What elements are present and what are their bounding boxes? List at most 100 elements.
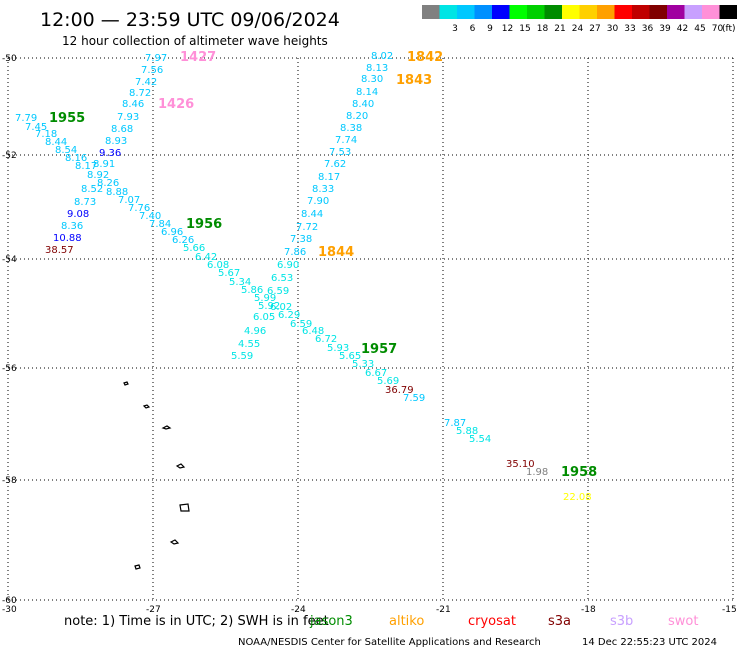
- swh-value: 5.69: [377, 376, 399, 387]
- pass-label-1842: 1842: [407, 50, 443, 65]
- swh-value: 7.79: [15, 113, 37, 124]
- color-swatch: [544, 5, 562, 19]
- swh-value: 8.38: [340, 123, 362, 134]
- swh-value: 7.86: [284, 247, 306, 258]
- swh-value: 7.59: [403, 393, 425, 404]
- color-scale-tick: 70: [712, 24, 724, 34]
- swh-value: 5.88: [456, 426, 478, 437]
- swh-value: 5.34: [229, 277, 251, 288]
- swh-value: 35.10: [506, 459, 535, 470]
- swh-value: 6.59: [267, 286, 289, 297]
- color-swatch: [439, 5, 457, 19]
- island-3: [161, 425, 172, 430]
- island-6: [169, 539, 180, 545]
- pass-label-1426: 1426: [158, 97, 194, 112]
- swh-value: 5.59: [231, 351, 253, 362]
- swh-value: 8.91: [93, 159, 115, 170]
- swh-value: 8.54: [55, 145, 77, 156]
- color-scale-tick: 42: [677, 24, 688, 34]
- color-swatch: [684, 5, 702, 19]
- pass-label-1956: 1956: [186, 217, 222, 232]
- swh-value: 5.66: [183, 243, 205, 254]
- swh-value: 5.33: [352, 359, 374, 370]
- swh-value: 36.79: [385, 385, 414, 396]
- color-scale-tick: 12: [502, 24, 513, 34]
- color-scale-tick: 9: [487, 24, 493, 34]
- swh-value: 9.36: [99, 148, 121, 159]
- color-scale-tick: 36: [642, 24, 654, 34]
- swh-value: 8.72: [129, 88, 151, 99]
- swh-value: 7.62: [324, 159, 346, 170]
- satellite-cryosat: cryosat: [468, 614, 516, 629]
- lat-label-58: -58: [2, 476, 17, 486]
- island-2: [142, 404, 151, 409]
- swh-value: 6.59: [290, 319, 312, 330]
- pass-label-1427: 1427: [180, 50, 216, 65]
- swh-value: 6.29: [278, 310, 300, 321]
- color-scale-tick: 6: [470, 24, 476, 34]
- pass-label-1957: 1957: [361, 342, 397, 357]
- island-chain: [123, 381, 190, 570]
- swh-value: 7.07: [118, 195, 140, 206]
- color-swatch: [422, 5, 440, 19]
- swh-value: 8.33: [312, 184, 334, 195]
- color-swatch: [719, 5, 737, 19]
- swh-value: 6.67: [365, 368, 387, 379]
- color-swatch: [667, 5, 685, 19]
- color-swatch: [579, 5, 597, 19]
- swh-value: 8.68: [111, 124, 133, 135]
- footnote: note: 1) Time is in UTC; 2) SWH is in fe…: [64, 614, 329, 629]
- swh-value: 10.88: [53, 233, 82, 244]
- color-scale-tick: 27: [589, 24, 600, 34]
- swh-value: 8.13: [366, 63, 388, 74]
- swh-value: 6.96: [161, 227, 183, 238]
- satellite-jason3: jason3: [309, 614, 353, 629]
- swh-value: 8.46: [122, 99, 144, 110]
- swh-value: 7.90: [307, 196, 329, 207]
- color-swatch: [597, 5, 615, 19]
- pass-label-1844: 1844: [318, 245, 354, 260]
- swh-value: 7.93: [117, 112, 139, 123]
- satellite-s3a: s3a: [548, 614, 571, 629]
- swh-value: 7.38: [290, 234, 312, 245]
- swh-value: 5.65: [339, 351, 361, 362]
- color-scale-tick: 24: [572, 24, 584, 34]
- swh-value: 5.92: [258, 301, 280, 312]
- swh-value: 38.57: [45, 245, 74, 256]
- color-swatch: [457, 5, 475, 19]
- color-swatch: [614, 5, 632, 19]
- pass-label-1958: 1958: [561, 465, 597, 480]
- color-scale-tick: 33: [624, 24, 635, 34]
- swh-value: 5.99: [254, 293, 276, 304]
- swh-value: 7.72: [296, 222, 318, 233]
- satellite-legend: jason3 altiko cryosat s3a s3b swot: [309, 614, 698, 629]
- swh-value: 8.36: [61, 221, 83, 232]
- island-5: [179, 503, 190, 512]
- swh-value: 8.40: [352, 99, 374, 110]
- latitude-labels: -50 -52 -54 -56 -58 -60: [2, 54, 17, 606]
- credit-line: NOAA/NESDIS Center for Satellite Applica…: [238, 637, 541, 648]
- swh-value: 5.54: [469, 434, 491, 445]
- map-title: 12:00 — 23:59 UTC 09/06/2024: [40, 9, 340, 31]
- swh-value: 5.67: [218, 268, 240, 279]
- swh-value: 8.26: [97, 178, 119, 189]
- swh-value: 7.97: [145, 53, 167, 64]
- swh-value: 4.96: [244, 326, 266, 337]
- pass-label-1843: 1843: [396, 73, 432, 88]
- lat-label-60: -60: [2, 596, 17, 606]
- swh-value: 9.08: [67, 209, 89, 220]
- swh-value: 7.56: [141, 65, 163, 76]
- swh-value: 8.30: [361, 74, 383, 85]
- color-swatch: [492, 5, 510, 19]
- island-7: [134, 564, 141, 570]
- swh-value: 22.08: [563, 492, 592, 503]
- swh-value: 7.45: [25, 122, 47, 133]
- color-scale-tick: 39: [659, 24, 671, 34]
- color-swatch: [562, 5, 580, 19]
- color-scale-tick: 45: [694, 24, 705, 34]
- swh-value: 1.98: [526, 467, 548, 478]
- swh-value: 7.76: [128, 203, 150, 214]
- color-scale-tick: 18: [537, 24, 549, 34]
- swh-value: 6.53: [271, 273, 293, 284]
- lon-label-30: -30: [2, 605, 17, 615]
